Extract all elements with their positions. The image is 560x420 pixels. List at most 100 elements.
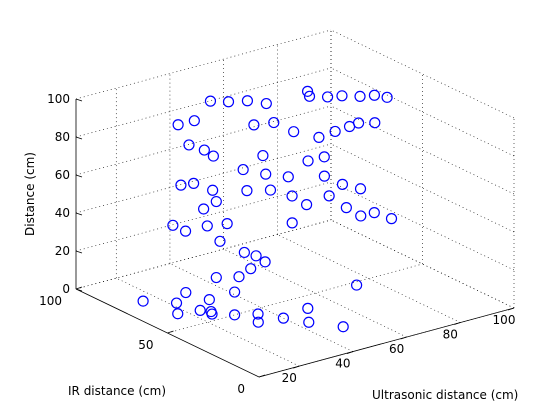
data-point xyxy=(368,89,381,101)
back-wall-grid-line-z xyxy=(75,219,332,290)
data-point xyxy=(302,155,314,167)
data-point xyxy=(210,271,222,284)
z-axis-label: Distance (cm) xyxy=(23,152,37,236)
x-axis-label: Ultrasonic distance (cm) xyxy=(372,388,518,402)
z-tick-label: 20 xyxy=(55,244,70,258)
data-point xyxy=(245,263,257,275)
data-point xyxy=(250,250,262,262)
z-tick-label: 100 xyxy=(47,92,70,106)
data-point xyxy=(302,302,314,314)
data-point xyxy=(188,177,200,189)
data-point xyxy=(167,219,179,231)
data-point xyxy=(175,179,187,191)
data-point xyxy=(194,304,206,316)
y-axis-label: IR distance (cm) xyxy=(68,384,166,398)
data-point xyxy=(205,305,217,318)
data-point xyxy=(318,170,331,182)
z-tick-label: 80 xyxy=(55,130,70,144)
data-point xyxy=(354,183,367,195)
z-tick-mark xyxy=(75,288,83,292)
data-point xyxy=(222,96,235,108)
data-point xyxy=(180,286,192,299)
data-point xyxy=(257,149,269,162)
data-point xyxy=(198,144,210,156)
back-wall-grid-line-z xyxy=(75,143,332,214)
data-point xyxy=(238,246,250,259)
data-point xyxy=(183,139,195,151)
x-tick-label: 60 xyxy=(389,342,404,356)
data-point xyxy=(352,117,365,129)
back-wall-grid-line-z xyxy=(75,29,332,100)
y-tick-mark xyxy=(258,374,266,378)
data-point xyxy=(252,308,264,320)
floor-grid-line-y xyxy=(167,263,423,334)
x-tick-label: 40 xyxy=(335,357,350,371)
data-point xyxy=(369,117,381,129)
data-point xyxy=(241,185,253,197)
data-point xyxy=(313,131,325,144)
data-point xyxy=(264,184,277,196)
z-tick-mark xyxy=(75,174,83,178)
data-point xyxy=(336,90,348,102)
z-tick-label: 60 xyxy=(55,168,70,182)
data-point xyxy=(259,256,271,268)
z-tick-mark xyxy=(75,98,83,102)
data-point xyxy=(329,125,341,138)
data-point xyxy=(233,271,245,283)
data-point xyxy=(260,97,272,110)
data-point xyxy=(214,235,226,247)
data-point xyxy=(337,321,349,333)
data-point xyxy=(172,308,184,320)
data-point xyxy=(318,151,330,163)
data-point xyxy=(288,126,300,138)
data-point xyxy=(204,95,217,107)
data-point xyxy=(207,150,219,162)
back-wall-grid-line-z xyxy=(75,181,332,252)
x-tick-label: 80 xyxy=(443,328,458,342)
data-point xyxy=(221,218,233,230)
data-point xyxy=(321,91,334,103)
data-point xyxy=(252,316,264,328)
z-tick-mark xyxy=(75,136,83,140)
data-point xyxy=(248,119,260,131)
z-tick-mark xyxy=(75,250,83,254)
data-point xyxy=(229,286,241,298)
data-point xyxy=(229,309,241,321)
floor-grid-line-x xyxy=(169,263,354,352)
data-point xyxy=(179,225,192,237)
x-tick-mark xyxy=(400,336,407,340)
back-wall-grid-line-z xyxy=(75,67,332,138)
y-tick-label: 100 xyxy=(39,294,62,308)
grid-layer xyxy=(75,29,515,378)
data-point xyxy=(336,178,349,190)
data-point xyxy=(340,202,352,214)
axis-layer xyxy=(75,98,515,378)
data-point xyxy=(286,217,298,229)
data-point xyxy=(303,316,315,328)
data-point xyxy=(355,210,367,222)
data-point xyxy=(172,119,184,131)
x-tick-mark xyxy=(293,365,300,369)
data-point xyxy=(207,184,219,196)
x-axis-line xyxy=(258,307,515,378)
data-point xyxy=(241,95,254,107)
y-tick-label: 0 xyxy=(237,382,245,396)
x-tick-mark xyxy=(346,351,354,354)
data-point xyxy=(137,295,149,307)
side-wall-grid-line-z xyxy=(330,29,515,119)
data-point xyxy=(286,190,298,202)
data-point xyxy=(354,90,366,103)
data-point xyxy=(201,220,213,232)
data-point xyxy=(300,199,313,211)
floor-grid-line-x xyxy=(116,277,300,367)
data-point xyxy=(351,279,363,291)
data-point xyxy=(385,213,398,225)
y-tick-label: 50 xyxy=(138,338,153,352)
x-tick-label: 100 xyxy=(493,313,516,327)
data-point xyxy=(210,195,222,208)
y-tick-mark xyxy=(167,330,174,334)
x-tick-label: 20 xyxy=(282,371,297,385)
data-point xyxy=(203,294,215,306)
